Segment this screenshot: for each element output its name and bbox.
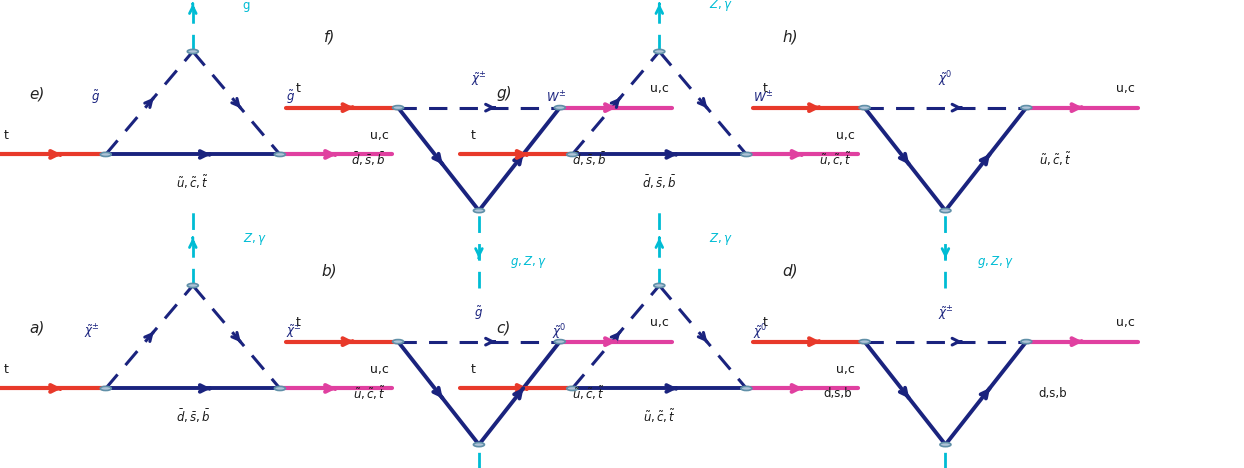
Text: $\tilde{\chi}^{0}$: $\tilde{\chi}^{0}$ [938, 70, 953, 89]
Text: c): c) [496, 320, 511, 335]
Circle shape [275, 387, 285, 390]
Text: g: g [243, 0, 250, 12]
Text: t: t [296, 316, 301, 329]
Text: $\tilde{\chi}^{0}$: $\tilde{\chi}^{0}$ [753, 322, 766, 342]
Circle shape [474, 209, 484, 212]
Circle shape [188, 284, 198, 287]
Text: $Z,\gamma$: $Z,\gamma$ [243, 231, 266, 247]
Text: $\tilde{u}, \tilde{c}, \tilde{t}$: $\tilde{u}, \tilde{c}, \tilde{t}$ [353, 384, 386, 402]
Text: t: t [470, 363, 475, 376]
Circle shape [940, 443, 950, 446]
Text: u,c: u,c [369, 363, 389, 376]
Text: u,c: u,c [649, 316, 669, 329]
Circle shape [101, 387, 111, 390]
Circle shape [555, 106, 565, 110]
Text: f): f) [323, 30, 336, 45]
Text: $\bar{d}, \bar{s}, \bar{b}$: $\bar{d}, \bar{s}, \bar{b}$ [642, 174, 677, 191]
Text: $\tilde{\chi}^{\pm}$: $\tilde{\chi}^{\pm}$ [83, 322, 100, 341]
Text: d,s,b: d,s,b [824, 387, 852, 400]
Circle shape [860, 106, 870, 110]
Circle shape [474, 443, 484, 446]
Text: u,c: u,c [1116, 316, 1136, 329]
Text: u,c: u,c [836, 363, 856, 376]
Text: $\tilde{g}$: $\tilde{g}$ [286, 89, 295, 107]
Text: $g,Z,\gamma$: $g,Z,\gamma$ [977, 254, 1014, 270]
Text: $\bar{d}, \bar{s}, \bar{b}$: $\bar{d}, \bar{s}, \bar{b}$ [175, 408, 210, 425]
Circle shape [741, 153, 751, 156]
Text: t: t [763, 82, 768, 95]
Text: $Z,\gamma$: $Z,\gamma$ [709, 231, 733, 247]
Text: d,s,b: d,s,b [1039, 387, 1067, 400]
Circle shape [567, 153, 577, 156]
Text: $g,Z,\gamma$: $g,Z,\gamma$ [510, 254, 547, 270]
Text: $\tilde{\chi}^{0}$: $\tilde{\chi}^{0}$ [552, 322, 566, 342]
Text: $\bar{d}, \bar{s}, \bar{b}$: $\bar{d}, \bar{s}, \bar{b}$ [351, 150, 386, 168]
Circle shape [393, 340, 403, 344]
Text: e): e) [30, 86, 45, 101]
Text: h): h) [782, 30, 797, 45]
Text: $\tilde{u}, \tilde{c}, \tilde{t}$: $\tilde{u}, \tilde{c}, \tilde{t}$ [643, 408, 675, 425]
Text: $\tilde{\chi}^{\pm}$: $\tilde{\chi}^{\pm}$ [286, 322, 302, 341]
Circle shape [1021, 106, 1031, 110]
Circle shape [654, 50, 664, 53]
Text: $Z,\gamma$: $Z,\gamma$ [709, 0, 733, 13]
Text: $\tilde{\chi}^{\pm}$: $\tilde{\chi}^{\pm}$ [471, 70, 486, 89]
Text: $\bar{d}, \bar{s}, \bar{b}$: $\bar{d}, \bar{s}, \bar{b}$ [572, 150, 607, 168]
Text: t: t [4, 129, 9, 142]
Text: $\tilde{\chi}^{\pm}$: $\tilde{\chi}^{\pm}$ [938, 304, 953, 323]
Text: $W^{\pm}$: $W^{\pm}$ [546, 90, 566, 105]
Circle shape [275, 153, 285, 156]
Text: u,c: u,c [836, 129, 856, 142]
Circle shape [940, 209, 950, 212]
Text: d): d) [782, 264, 797, 279]
Text: a): a) [30, 320, 45, 335]
Circle shape [393, 106, 403, 110]
Text: $W^{\pm}$: $W^{\pm}$ [753, 90, 773, 105]
Circle shape [1021, 340, 1031, 344]
Text: u,c: u,c [1116, 82, 1136, 95]
Text: g): g) [496, 86, 511, 101]
Circle shape [555, 340, 565, 344]
Text: t: t [4, 363, 9, 376]
Text: $\tilde{u}, \tilde{c}, \tilde{t}$: $\tilde{u}, \tilde{c}, \tilde{t}$ [572, 384, 605, 402]
Circle shape [567, 387, 577, 390]
Circle shape [188, 50, 198, 53]
Text: $\tilde{g}$: $\tilde{g}$ [474, 305, 484, 322]
Text: $\tilde{u}, \tilde{c}, \tilde{t}$: $\tilde{u}, \tilde{c}, \tilde{t}$ [820, 150, 852, 168]
Text: u,c: u,c [649, 82, 669, 95]
Text: u,c: u,c [369, 129, 389, 142]
Text: t: t [763, 316, 768, 329]
Circle shape [860, 340, 870, 344]
Text: $\tilde{g}$: $\tilde{g}$ [91, 89, 100, 107]
Text: $\tilde{u}, \tilde{c}, \tilde{t}$: $\tilde{u}, \tilde{c}, \tilde{t}$ [1039, 150, 1071, 168]
Circle shape [741, 387, 751, 390]
Text: $\tilde{u}, \tilde{c}, \tilde{t}$: $\tilde{u}, \tilde{c}, \tilde{t}$ [177, 174, 209, 191]
Circle shape [101, 153, 111, 156]
Text: t: t [470, 129, 475, 142]
Text: t: t [296, 82, 301, 95]
Text: b): b) [322, 264, 337, 279]
Circle shape [654, 284, 664, 287]
